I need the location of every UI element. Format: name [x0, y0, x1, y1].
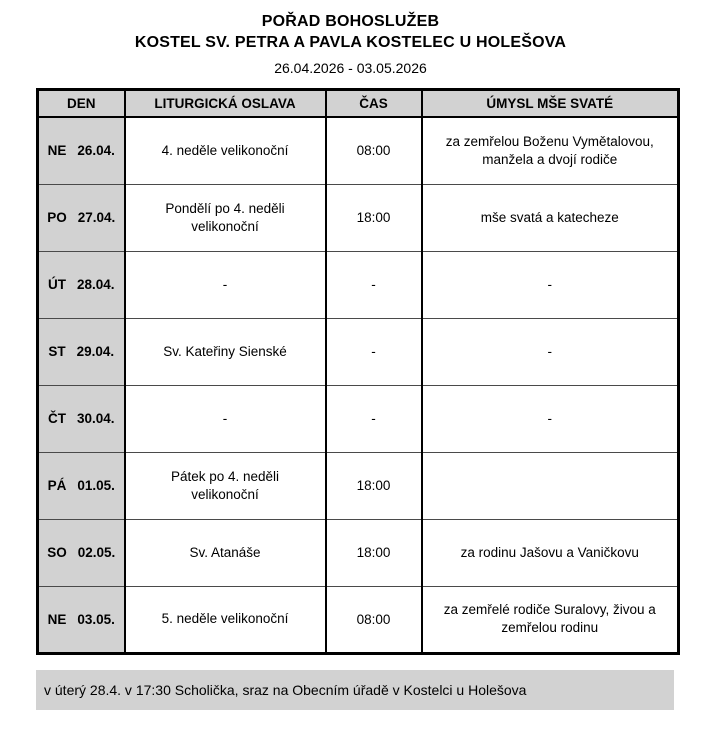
- day-date: 30.04.: [76, 411, 115, 426]
- day-date: 28.04.: [76, 277, 115, 292]
- footer-note-bar: v úterý 28.4. v 17:30 Scholička, sraz na…: [36, 670, 674, 710]
- celebration-cell: -: [123, 250, 327, 318]
- schedule-table: DEN LITURGICKÁ OSLAVA ČAS ÚMYSL MŠE SVAT…: [36, 88, 680, 655]
- day-cell: NE 26.04.: [36, 117, 126, 184]
- day-date: 03.05.: [77, 611, 115, 627]
- table-row: ÚT 28.04. - - -: [36, 250, 680, 318]
- day-date: 26.04.: [77, 143, 115, 159]
- day-date: 02.05.: [77, 545, 116, 560]
- day-abbr: NE: [47, 611, 67, 627]
- table-row: ST 29.04. Sv. Kateřiny Sienské - -: [36, 317, 680, 385]
- time-cell: -: [324, 317, 423, 385]
- header-row: DEN LITURGICKÁ OSLAVA ČAS ÚMYSL MŠE SVAT…: [36, 89, 680, 118]
- day-wrap: SO 02.05.: [40, 545, 123, 560]
- table-row: SO 02.05. Sv. Atanáše 18:00 za rodinu Ja…: [36, 518, 680, 586]
- table-header: DEN LITURGICKÁ OSLAVA ČAS ÚMYSL MŠE SVAT…: [36, 89, 680, 118]
- day-abbr: SO: [47, 545, 67, 560]
- header-den: DEN: [36, 89, 126, 118]
- time-cell: 08:00: [324, 117, 423, 184]
- day-wrap: ČT 30.04.: [40, 411, 123, 426]
- header-cas: ČAS: [324, 89, 423, 118]
- intention-cell: -: [420, 317, 680, 385]
- day-cell: PO 27.04.: [36, 183, 126, 251]
- day-wrap: PO 27.04.: [40, 210, 123, 225]
- table-row: NE 03.05. 5. neděle velikonoční 08:00 za…: [36, 585, 680, 653]
- church-name: KOSTEL SV. PETRA A PAVLA KOSTELEC U HOLE…: [134, 34, 567, 52]
- time-cell: -: [324, 250, 423, 318]
- celebration-cell: 5. neděle velikonoční: [123, 585, 327, 653]
- table-row: PO 27.04. Pondělí po 4. neděli velikonoč…: [36, 183, 680, 251]
- table-row: ČT 30.04. - - -: [36, 384, 680, 452]
- intention-cell: -: [420, 250, 680, 318]
- time-cell: 08:00: [324, 585, 423, 653]
- celebration-cell: Sv. Kateřiny Sienské: [123, 317, 327, 385]
- day-abbr: NE: [47, 143, 67, 159]
- day-abbr: PÁ: [47, 478, 67, 493]
- day-cell: SO 02.05.: [36, 518, 126, 586]
- title-block: POŘAD BOHOSLUŽEB KOSTEL SV. PETRA A PAVL…: [0, 13, 701, 76]
- day-wrap: ST 29.04.: [40, 344, 123, 359]
- day-cell: PÁ 01.05.: [36, 451, 126, 519]
- day-cell: ÚT 28.04.: [36, 250, 126, 318]
- time-cell: -: [324, 384, 423, 452]
- day-wrap: NE 26.04.: [40, 143, 123, 159]
- time-cell: 18:00: [324, 183, 423, 251]
- header-liturgicka-oslava: LITURGICKÁ OSLAVA: [123, 89, 327, 118]
- intention-cell: za zemřelé rodiče Suralovy, živou a zemř…: [420, 585, 680, 653]
- celebration-cell: 4. neděle velikonoční: [123, 117, 327, 184]
- table-body: NE 26.04. 4. neděle velikonoční 08:00 za…: [36, 117, 680, 653]
- day-abbr: ČT: [47, 411, 66, 426]
- day-wrap: ÚT 28.04.: [40, 277, 123, 292]
- time-cell: 18:00: [324, 518, 423, 586]
- intention-cell: -: [420, 384, 680, 452]
- table-row: PÁ 01.05. Pátek po 4. neděli velikonoční…: [36, 451, 680, 519]
- time-cell: 18:00: [324, 451, 423, 519]
- day-cell: ČT 30.04.: [36, 384, 126, 452]
- day-cell: ST 29.04.: [36, 317, 126, 385]
- day-abbr: PO: [47, 210, 67, 225]
- day-abbr: ST: [48, 344, 66, 359]
- intention-cell: za zemřelou Boženu Vymětalovou, manžela …: [420, 117, 680, 184]
- celebration-cell: Pondělí po 4. neděli velikonoční: [123, 183, 327, 251]
- intention-cell: za rodinu Jašovu a Vaničkovu: [420, 518, 680, 586]
- intention-cell: [420, 451, 680, 519]
- date-range: 26.04.2026 - 03.05.2026: [274, 59, 427, 76]
- day-cell: NE 03.05.: [36, 585, 126, 653]
- day-date: 29.04.: [76, 344, 115, 359]
- celebration-cell: Pátek po 4. neděli velikonoční: [123, 451, 327, 519]
- schedule-table-wrap: DEN LITURGICKÁ OSLAVA ČAS ÚMYSL MŠE SVAT…: [36, 88, 680, 655]
- day-date: 01.05.: [77, 478, 115, 493]
- table-row: NE 26.04. 4. neděle velikonoční 08:00 za…: [36, 117, 680, 184]
- celebration-cell: -: [123, 384, 327, 452]
- day-wrap: NE 03.05.: [40, 611, 123, 627]
- footer-note-text: v úterý 28.4. v 17:30 Scholička, sraz na…: [44, 682, 527, 698]
- day-date: 27.04.: [77, 210, 116, 225]
- day-abbr: ÚT: [47, 277, 66, 292]
- intention-cell: mše svatá a katecheze: [420, 183, 680, 251]
- day-wrap: PÁ 01.05.: [40, 478, 123, 493]
- page-title: POŘAD BOHOSLUŽEB: [261, 13, 440, 30]
- header-umysl-mse-svate: ÚMYSL MŠE SVATÉ: [420, 89, 680, 118]
- celebration-cell: Sv. Atanáše: [123, 518, 327, 586]
